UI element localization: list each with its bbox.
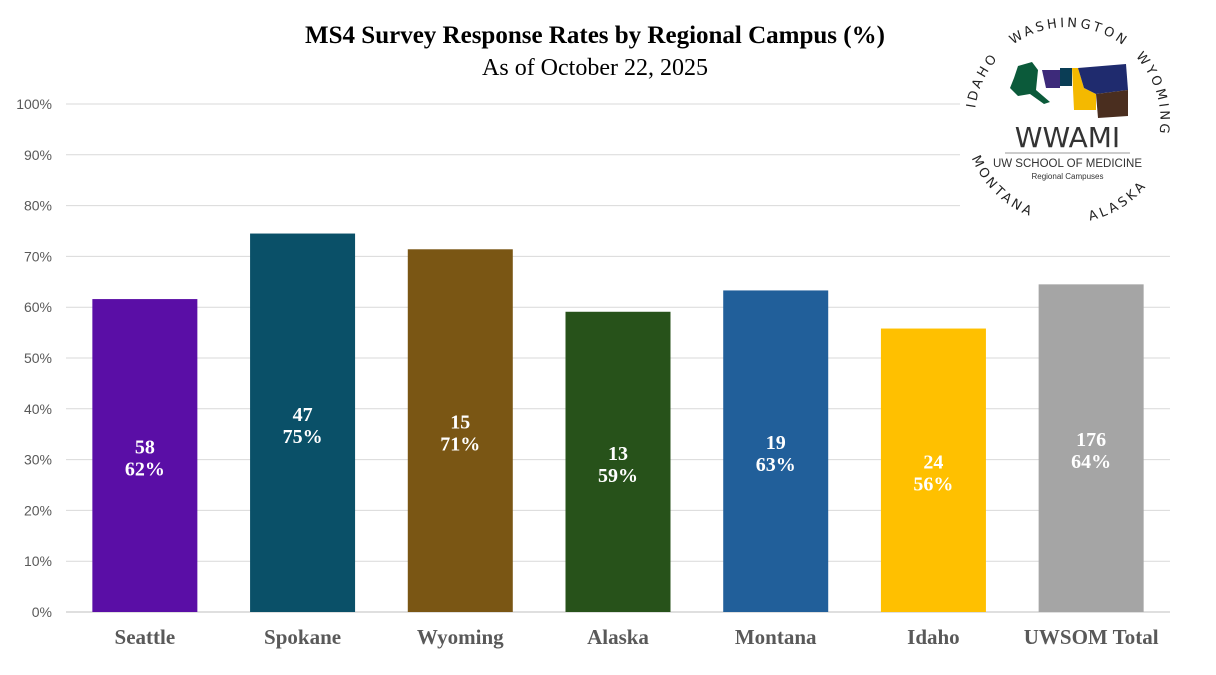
data-label-count: 13 (608, 443, 628, 465)
x-category-label: Montana (735, 625, 817, 649)
y-tick-label: 30% (24, 452, 52, 468)
bar-alaska (565, 311, 671, 612)
data-label-percent: 62% (125, 459, 165, 481)
logo-ring-alaska: ALASKA (1087, 178, 1148, 225)
y-tick-label: 50% (24, 350, 52, 366)
y-tick-label: 0% (32, 604, 52, 620)
x-category-label: Idaho (907, 625, 960, 649)
svg-text:IDAHO: IDAHO (964, 50, 1002, 109)
bar-spokane (250, 233, 356, 613)
y-tick-label: 10% (24, 553, 52, 569)
logo-line1: UW SCHOOL OF MEDICINE (993, 158, 1142, 170)
logo-line2: Regional Campuses (1031, 172, 1103, 181)
logo-ring-wyoming: WYOMING (1132, 49, 1168, 137)
data-label-percent: 63% (756, 454, 796, 476)
x-category-label: Spokane (264, 625, 341, 649)
x-category-label: Seattle (115, 625, 176, 649)
data-label-count: 15 (450, 412, 470, 434)
logo-ring-idaho: IDAHO (964, 50, 999, 109)
bar-montana (723, 290, 829, 612)
y-tick-label: 90% (24, 147, 52, 163)
x-category-label: UWSOM Total (1024, 625, 1159, 649)
bar-seattle (92, 299, 198, 612)
svg-text:ALASKA: ALASKA (1087, 178, 1151, 225)
chart-subtitle: As of October 22, 2025 (482, 55, 708, 81)
y-tick-label: 80% (24, 198, 52, 214)
data-label-percent: 75% (283, 426, 323, 448)
bar-wyoming (407, 249, 513, 612)
y-tick-label: 100% (16, 96, 52, 112)
logo-ring-washington: WASHINGTON (1007, 16, 1128, 50)
svg-text:WYOMING: WYOMING (1132, 49, 1171, 137)
y-tick-label: 60% (24, 299, 52, 315)
data-label-percent: 59% (598, 465, 638, 487)
data-label-count: 176 (1076, 429, 1106, 451)
wwami-logo: IDAHO WASHINGTON WYOMING MONTANA ALASKA … (960, 10, 1175, 230)
bar-uwsom-total (1038, 284, 1144, 612)
y-tick-label: 70% (24, 248, 52, 264)
data-label-count: 58 (135, 437, 155, 459)
x-category-label: Alaska (587, 625, 649, 649)
y-tick-label: 20% (24, 502, 52, 518)
svg-text:WASHINGTON: WASHINGTON (1007, 16, 1131, 50)
data-label-percent: 56% (913, 473, 953, 495)
bar-idaho (880, 328, 986, 612)
data-label-percent: 64% (1071, 451, 1111, 473)
wwami-states-map (1010, 62, 1128, 118)
y-tick-label: 40% (24, 401, 52, 417)
x-category-label: Wyoming (417, 625, 504, 649)
logo-wordmark: WWAMI (1015, 121, 1120, 154)
data-label-count: 47 (293, 404, 313, 426)
data-label-percent: 71% (440, 434, 480, 456)
data-label-count: 19 (766, 432, 786, 454)
chart-title: MS4 Survey Response Rates by Regional Ca… (305, 22, 885, 49)
data-label-count: 24 (923, 451, 943, 473)
